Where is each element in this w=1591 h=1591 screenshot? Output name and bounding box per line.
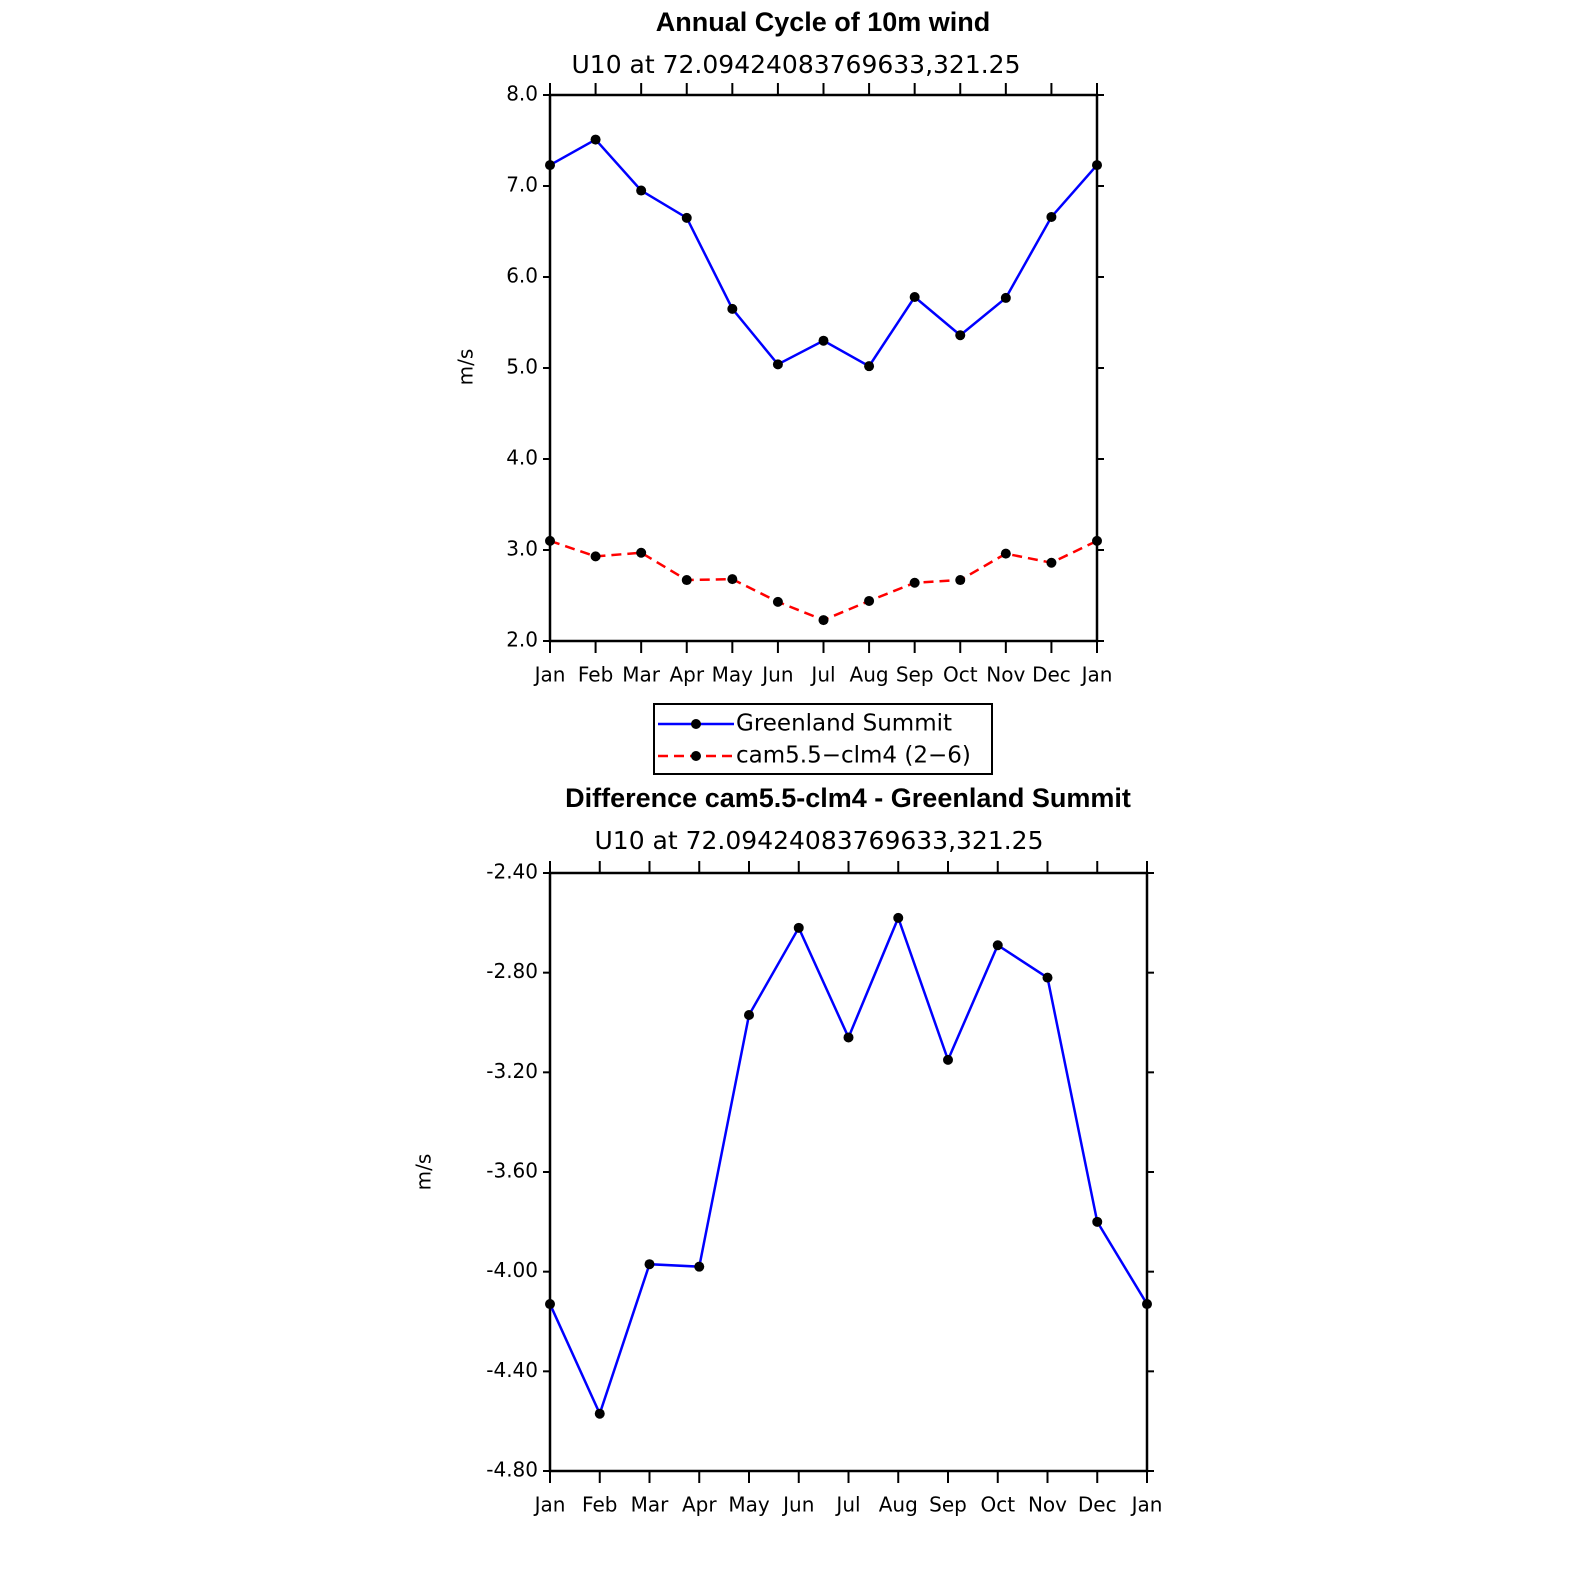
point-marker	[1092, 535, 1102, 546]
point-marker	[818, 615, 829, 626]
point-marker	[545, 160, 555, 171]
x-tick-label: Oct	[943, 663, 978, 687]
point-marker	[1092, 160, 1102, 171]
x-tick-label: Jan	[533, 663, 566, 687]
x-tick-label: Dec	[1078, 1493, 1117, 1517]
x-tick-label: Mar	[622, 663, 661, 687]
x-tick-label: Mar	[631, 1493, 670, 1517]
x-tick-label: Feb	[582, 1493, 617, 1517]
point-marker	[793, 922, 804, 933]
point-marker	[681, 212, 692, 223]
point-marker	[1046, 557, 1057, 568]
point-marker	[1046, 211, 1057, 222]
y-tick-label: 8.0	[506, 82, 538, 106]
y-tick-label: -2.80	[486, 959, 538, 983]
point-marker	[636, 547, 647, 558]
point-marker	[1000, 548, 1011, 559]
point-marker	[744, 1010, 754, 1021]
y-tick-label: 2.0	[506, 628, 538, 652]
x-tick-label: Jan	[1130, 1493, 1163, 1517]
x-tick-label: May	[728, 1493, 770, 1517]
point-marker	[590, 134, 601, 145]
point-marker	[545, 1299, 555, 1310]
x-tick-label: Dec	[1032, 663, 1071, 687]
point-marker	[590, 551, 601, 562]
x-tick-label: Jun	[781, 1493, 814, 1517]
point-marker	[636, 185, 647, 196]
y-tick-label: -3.60	[486, 1159, 538, 1183]
series-line	[549, 138, 1098, 368]
point-marker	[681, 575, 692, 586]
legend-label: Greenland Summit	[736, 711, 952, 737]
chart-title: Annual Cycle of 10m wind	[656, 7, 991, 37]
point-marker	[955, 575, 966, 586]
point-marker	[893, 912, 904, 923]
plot-frame	[548, 871, 1149, 1473]
legend-marker	[691, 719, 701, 729]
point-marker	[992, 940, 1003, 951]
y-tick-label: -4.00	[486, 1258, 538, 1282]
legend-box	[653, 703, 993, 775]
point-marker	[694, 1261, 705, 1272]
x-tick-label: Apr	[682, 1493, 717, 1517]
x-tick-label: Jun	[760, 663, 793, 687]
y-tick-label: -4.40	[486, 1358, 538, 1382]
point-marker	[818, 335, 829, 346]
x-tick-label: Jul	[834, 1493, 860, 1517]
point-marker	[955, 330, 966, 341]
point-marker	[864, 361, 875, 372]
x-tick-label: Aug	[850, 663, 889, 687]
x-tick-label: Jul	[809, 663, 835, 687]
point-marker	[909, 577, 920, 588]
point-marker	[727, 574, 738, 585]
point-marker	[1092, 1216, 1103, 1227]
point-marker	[772, 596, 783, 607]
x-tick-label: Jan	[1080, 663, 1113, 687]
x-tick-label: Sep	[896, 663, 934, 687]
x-tick-label: Apr	[669, 663, 704, 687]
chart-subtitle: U10 at 72.09424083769633,321.25	[595, 826, 1044, 855]
point-marker	[1042, 972, 1053, 983]
y-tick-label: 7.0	[506, 173, 538, 197]
point-marker	[772, 359, 783, 370]
series-line	[548, 914, 1149, 1418]
chart-title: Difference cam5.5-clm4 - Greenland Summi…	[565, 783, 1131, 813]
point-marker	[843, 1032, 854, 1043]
point-marker	[1000, 292, 1011, 303]
y-axis-label: m/s	[412, 1154, 436, 1191]
x-tick-label: Feb	[578, 663, 613, 687]
y-axis-label: m/s	[454, 349, 478, 386]
y-tick-label: 5.0	[506, 355, 538, 379]
x-tick-label: Oct	[980, 1493, 1015, 1517]
y-tick-label: -4.80	[486, 1458, 538, 1482]
x-tick-label: Nov	[986, 663, 1025, 687]
legend-label: cam5.5−clm4 (2−6)	[736, 743, 971, 769]
legend-marker	[691, 751, 701, 761]
y-tick-label: 6.0	[506, 264, 538, 288]
point-marker	[943, 1054, 953, 1065]
x-tick-label: May	[712, 663, 754, 687]
point-marker	[1142, 1299, 1152, 1310]
x-tick-label: Sep	[929, 1493, 967, 1517]
x-tick-label: Aug	[879, 1493, 918, 1517]
y-tick-label: -2.40	[486, 860, 538, 884]
y-tick-label: 3.0	[506, 537, 538, 561]
x-tick-label: Nov	[1028, 1493, 1067, 1517]
y-tick-label: -3.20	[486, 1059, 538, 1083]
point-marker	[545, 535, 555, 546]
y-tick-label: 4.0	[506, 446, 538, 470]
point-marker	[644, 1259, 655, 1270]
series-line	[549, 539, 1098, 622]
x-tick-label: Jan	[533, 1493, 566, 1517]
point-marker	[594, 1408, 605, 1419]
plot-frame	[548, 93, 1099, 643]
point-marker	[864, 595, 875, 606]
point-marker	[909, 292, 920, 303]
chart-subtitle: U10 at 72.09424083769633,321.25	[572, 50, 1021, 79]
point-marker	[727, 303, 738, 314]
